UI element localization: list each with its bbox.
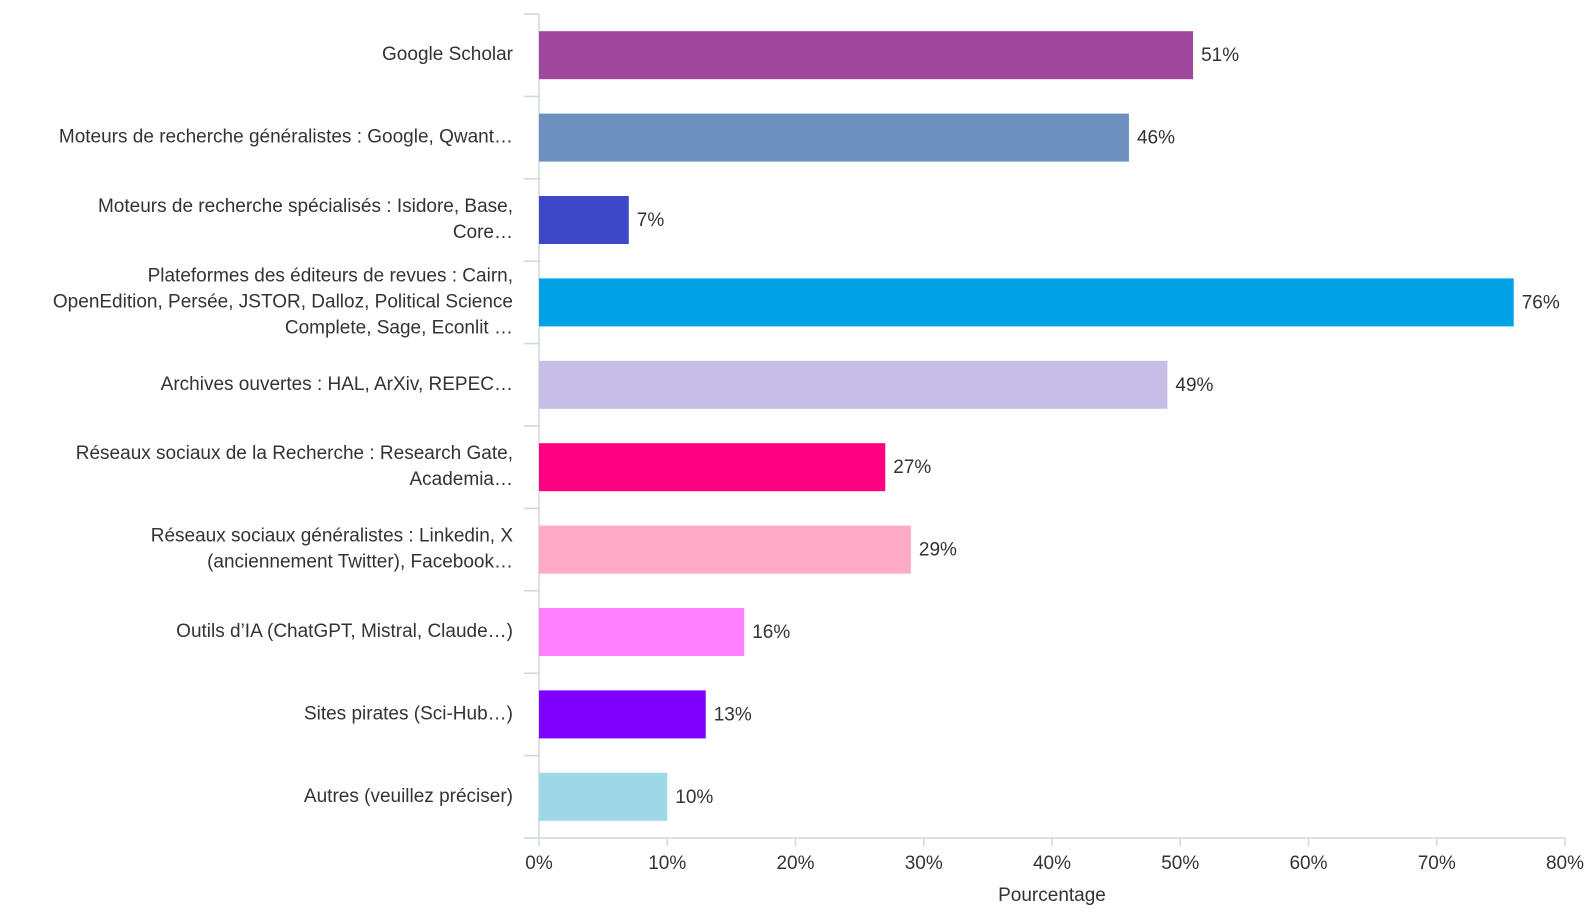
category-label: Google Scholar xyxy=(382,44,514,65)
x-tick-label: 10% xyxy=(648,853,686,874)
category-label: Plateformes des éditeurs de revues : Cai… xyxy=(148,265,513,286)
bar xyxy=(539,113,1129,162)
value-label: 16% xyxy=(752,622,790,643)
bar xyxy=(539,690,706,739)
category-label: Complete, Sage, Econlit … xyxy=(285,317,513,338)
category-label: Moteurs de recherche généralistes : Goog… xyxy=(59,127,513,148)
bar xyxy=(539,196,629,244)
x-tick-label: 80% xyxy=(1546,853,1584,874)
x-tick-label: 30% xyxy=(905,853,943,874)
category-label: Archives ouvertes : HAL, ArXiv, REPEC… xyxy=(161,374,513,395)
value-label: 46% xyxy=(1137,128,1175,149)
category-label: Sites pirates (Sci-Hub…) xyxy=(304,703,513,724)
x-axis-title: Pourcentage xyxy=(998,885,1106,906)
value-label: 10% xyxy=(675,787,713,808)
category-label: Outils d’IA (ChatGPT, Mistral, Claude…) xyxy=(176,621,513,642)
category-label: Core… xyxy=(453,222,513,243)
category-label: Réseaux sociaux généralistes : Linkedin,… xyxy=(151,526,514,547)
x-tick-label: 50% xyxy=(1161,853,1199,874)
category-label: Autres (veuillez préciser) xyxy=(304,786,513,807)
bar xyxy=(539,525,911,574)
value-label: 7% xyxy=(637,210,665,231)
x-tick-label: 20% xyxy=(776,853,814,874)
bar xyxy=(539,31,1194,80)
value-label: 27% xyxy=(893,457,931,478)
category-label: (anciennement Twitter), Facebook… xyxy=(207,552,513,573)
category-label: Moteurs de recherche spécialisés : Isido… xyxy=(98,196,513,217)
value-label: 76% xyxy=(1522,292,1560,313)
x-tick-label: 0% xyxy=(525,853,553,874)
bar xyxy=(539,772,668,821)
x-tick-label: 60% xyxy=(1289,853,1327,874)
bar xyxy=(539,360,1168,409)
category-label: Réseaux sociaux de la Recherche : Resear… xyxy=(76,443,513,464)
value-label: 13% xyxy=(714,704,752,725)
category-label: OpenEdition, Persée, JSTOR, Dalloz, Poli… xyxy=(53,291,513,312)
bar xyxy=(539,278,1514,327)
bar xyxy=(539,608,745,656)
value-label: 51% xyxy=(1201,45,1239,66)
value-label: 49% xyxy=(1175,375,1213,396)
x-tick-label: 70% xyxy=(1418,853,1456,874)
bar xyxy=(539,443,886,492)
value-label: 29% xyxy=(919,540,957,561)
category-label: Academia… xyxy=(410,469,514,490)
x-tick-label: 40% xyxy=(1033,853,1071,874)
